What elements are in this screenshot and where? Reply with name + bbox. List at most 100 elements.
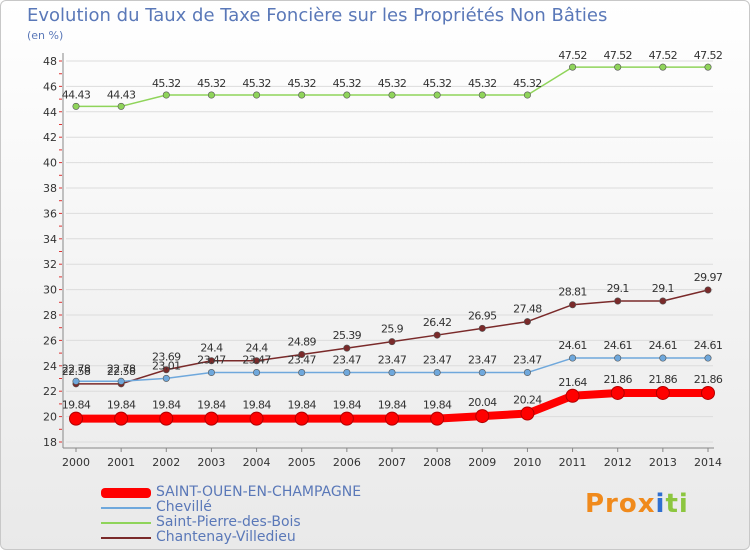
data-point bbox=[704, 354, 712, 362]
data-point bbox=[478, 91, 486, 99]
data-point bbox=[298, 350, 306, 358]
data-point bbox=[388, 369, 396, 377]
data-point bbox=[343, 344, 351, 352]
x-tick-label: 2013 bbox=[649, 456, 677, 469]
x-tick-label: 2011 bbox=[559, 456, 587, 469]
data-point bbox=[520, 406, 535, 421]
data-point bbox=[569, 354, 577, 362]
y-tick-label: 38 bbox=[43, 182, 57, 195]
data-point bbox=[478, 369, 486, 377]
data-point bbox=[249, 411, 264, 426]
x-tick-label: 2010 bbox=[513, 456, 541, 469]
x-tick-label: 2000 bbox=[62, 456, 90, 469]
y-tick-label: 48 bbox=[43, 55, 57, 68]
data-point bbox=[253, 357, 261, 365]
data-label: 20.24 bbox=[513, 394, 542, 407]
data-point bbox=[162, 366, 170, 374]
data-label: 44.43 bbox=[107, 88, 136, 101]
y-tick-label: 34 bbox=[43, 233, 57, 246]
data-point bbox=[72, 102, 80, 110]
data-label: 47.52 bbox=[558, 49, 587, 62]
axes: 18 20 22 24 26 28 30 32 34 36 38 40 42 44 46 48 2000 2001… bbox=[43, 53, 722, 469]
y-axis-unit: (en %) bbox=[27, 29, 64, 42]
data-point bbox=[207, 357, 215, 365]
data-label: 25.39 bbox=[333, 329, 362, 342]
data-label: 24.61 bbox=[694, 339, 723, 352]
data-label: 29.1 bbox=[652, 282, 674, 295]
y-tick-label: 40 bbox=[43, 157, 57, 170]
y-tick-label: 36 bbox=[43, 207, 57, 220]
data-label: 29.97 bbox=[694, 271, 723, 284]
data-point bbox=[704, 63, 712, 71]
y-tick-label: 22 bbox=[43, 385, 57, 398]
data-point bbox=[253, 369, 261, 377]
data-point bbox=[117, 377, 125, 385]
data-point bbox=[162, 374, 170, 382]
data-label: 22.58 bbox=[62, 365, 91, 378]
data-point bbox=[117, 102, 125, 110]
data-point bbox=[388, 91, 396, 99]
x-tick-label: 2009 bbox=[468, 456, 496, 469]
data-label: 23.47 bbox=[378, 354, 407, 367]
data-point bbox=[114, 411, 129, 426]
logo-text: Prox bbox=[585, 489, 656, 519]
data-label: 26.42 bbox=[423, 316, 452, 329]
data-point bbox=[614, 354, 622, 362]
x-tick-label: 2005 bbox=[288, 456, 316, 469]
data-label: 45.32 bbox=[378, 77, 407, 90]
data-label: 19.84 bbox=[242, 399, 271, 412]
data-label: 23.47 bbox=[287, 354, 316, 367]
data-point bbox=[523, 318, 531, 326]
data-label: 28.81 bbox=[558, 286, 587, 299]
data-label: 29.1 bbox=[607, 282, 629, 295]
legend-label: Saint-Pierre-des-Bois bbox=[156, 514, 301, 530]
data-label: 19.84 bbox=[107, 399, 136, 412]
data-label: 19.84 bbox=[197, 399, 226, 412]
data-point bbox=[523, 369, 531, 377]
chart-title: Evolution du Taux de Taxe Foncière sur l… bbox=[27, 5, 608, 26]
x-tick-label: 2006 bbox=[333, 456, 361, 469]
data-label: 21.86 bbox=[694, 373, 723, 386]
data-point bbox=[207, 91, 215, 99]
data-label: 21.64 bbox=[558, 376, 587, 389]
data-point bbox=[659, 297, 667, 305]
data-point bbox=[569, 301, 577, 309]
data-point bbox=[701, 385, 715, 400]
data-point bbox=[614, 63, 622, 71]
legend-label: Chantenay-Villedieu bbox=[156, 529, 296, 545]
data-label: 27.48 bbox=[513, 303, 542, 316]
data-point bbox=[294, 411, 309, 426]
data-point bbox=[204, 411, 219, 426]
data-label: 22.58 bbox=[107, 365, 136, 378]
data-label: 24.61 bbox=[649, 339, 678, 352]
data-point bbox=[343, 369, 351, 377]
data-label: 23.69 bbox=[152, 351, 181, 364]
data-point bbox=[659, 354, 667, 362]
data-label: 23.47 bbox=[513, 354, 542, 367]
grid bbox=[66, 60, 713, 443]
y-tick-label: 20 bbox=[43, 411, 57, 424]
y-tick-label: 28 bbox=[43, 309, 57, 322]
y-tick-label: 32 bbox=[43, 258, 57, 271]
x-tick-label: 2007 bbox=[378, 456, 406, 469]
data-label: 45.32 bbox=[197, 77, 226, 90]
data-label: 23.47 bbox=[423, 354, 452, 367]
data-label: 45.32 bbox=[242, 77, 271, 90]
legend-swatch bbox=[101, 537, 151, 539]
data-label: 24.61 bbox=[558, 339, 587, 352]
data-label: 23.01 bbox=[152, 359, 181, 372]
data-point bbox=[253, 91, 261, 99]
data-label: 19.84 bbox=[152, 399, 181, 412]
data-label: 24.4 bbox=[200, 342, 223, 355]
data-point bbox=[339, 411, 354, 426]
data-label: 19.84 bbox=[62, 399, 91, 412]
data-label: 45.32 bbox=[333, 77, 362, 90]
data-point bbox=[69, 411, 83, 426]
data-label: 47.52 bbox=[694, 49, 723, 62]
data-label: 45.32 bbox=[152, 77, 181, 90]
data-label: 21.86 bbox=[603, 373, 632, 386]
data-label: 45.32 bbox=[287, 77, 316, 90]
data-label: 44.43 bbox=[62, 88, 91, 101]
data-label: 22.78 bbox=[62, 362, 91, 375]
y-tick-label: 30 bbox=[43, 284, 57, 297]
